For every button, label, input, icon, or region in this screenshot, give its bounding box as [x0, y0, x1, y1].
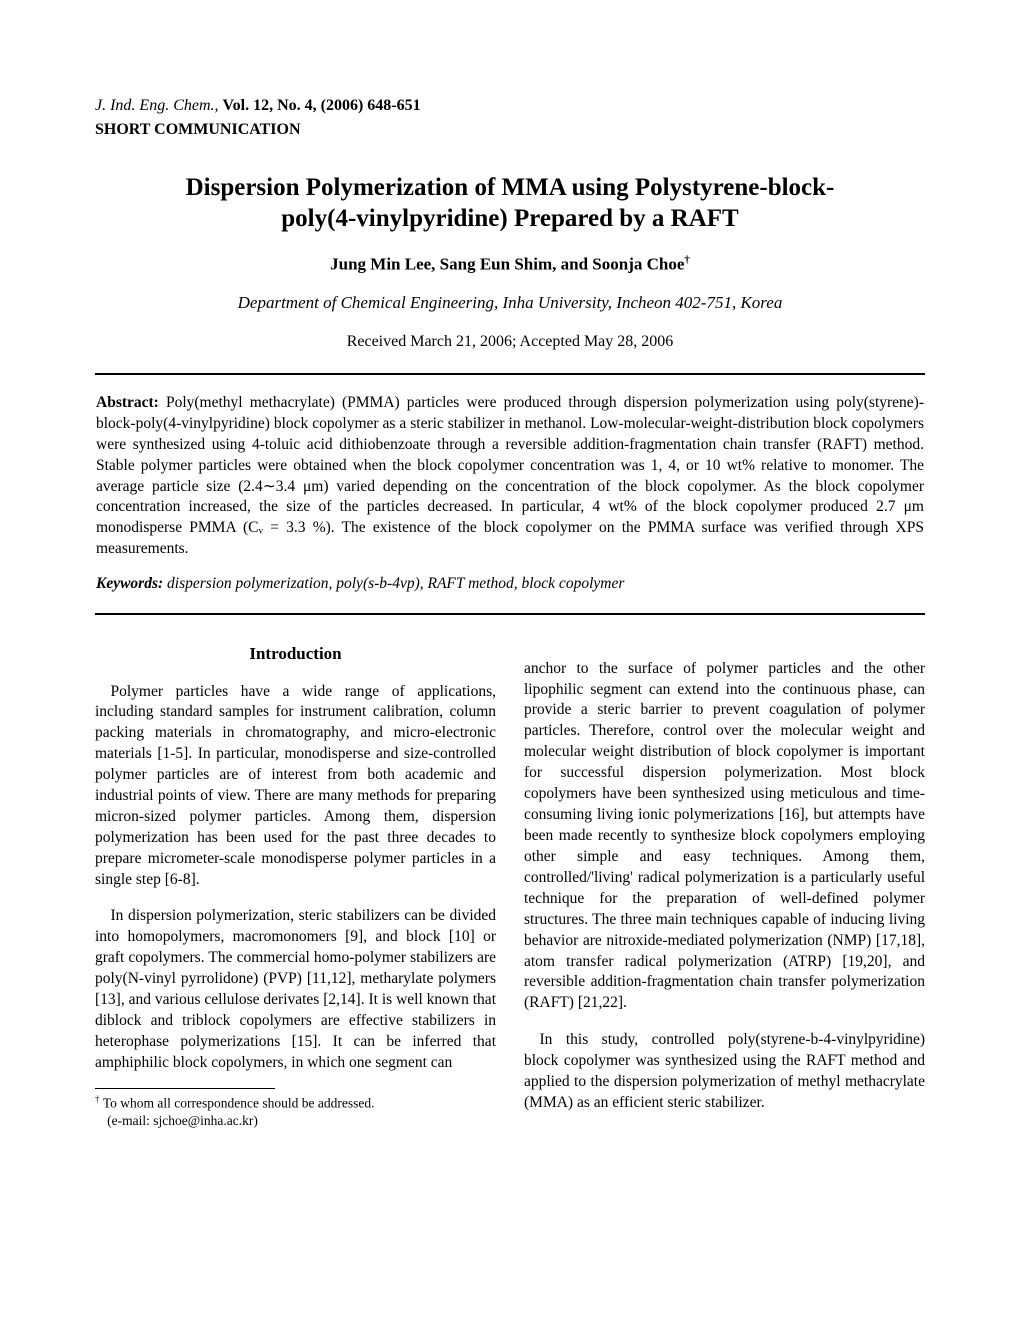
- paper-title: Dispersion Polymerization of MMA using P…: [150, 172, 870, 235]
- abstract-text: Poly(methyl methacrylate) (PMMA) particl…: [96, 394, 924, 557]
- body-columns: Introduction Polymer particles have a wi…: [95, 643, 925, 1130]
- corresp-symbol: †: [684, 254, 690, 266]
- footnote: † To whom all correspondence should be a…: [95, 1093, 496, 1131]
- keywords-label: Keywords:: [96, 575, 163, 592]
- footnote-symbol: †: [95, 1094, 100, 1104]
- journal-issue: , No. 4, (2006) 648-651: [269, 97, 421, 114]
- keywords-text: dispersion polymerization, poly(s-b-4vp)…: [163, 575, 624, 592]
- authors: Jung Min Lee, Sang Eun Shim, and Soonja …: [95, 253, 925, 277]
- bottom-rule: [95, 613, 925, 615]
- keywords: Keywords: dispersion polymerization, pol…: [96, 574, 924, 595]
- introduction-heading: Introduction: [95, 643, 496, 666]
- footnote-line-2: (e-mail: sjchoe@inha.ac.kr): [107, 1113, 258, 1128]
- body-para-4: In this study, controlled poly(styrene-b…: [524, 1030, 925, 1114]
- abstract: Abstract: Poly(methyl methacrylate) (PMM…: [96, 393, 924, 560]
- affiliation: Department of Chemical Engineering, Inha…: [95, 292, 925, 315]
- journal-volume: Vol. 12: [223, 97, 270, 114]
- journal-name: J. Ind. Eng. Chem.,: [95, 97, 219, 114]
- footnote-separator: [95, 1088, 275, 1089]
- top-rule: [95, 373, 925, 375]
- body-para-3: anchor to the surface of polymer particl…: [524, 659, 925, 1015]
- body-para-1: Polymer particles have a wide range of a…: [95, 682, 496, 891]
- journal-category: SHORT COMMUNICATION: [95, 119, 925, 141]
- received-accepted-dates: Received March 21, 2006; Accepted May 28…: [95, 331, 925, 353]
- author-names: Jung Min Lee, Sang Eun Shim, and Soonja …: [330, 254, 684, 273]
- abstract-label: Abstract:: [96, 394, 159, 411]
- body-para-2: In dispersion polymerization, steric sta…: [95, 906, 496, 1073]
- footnote-line-1: To whom all correspondence should be add…: [103, 1095, 375, 1110]
- journal-reference: J. Ind. Eng. Chem., Vol. 12, No. 4, (200…: [95, 95, 925, 117]
